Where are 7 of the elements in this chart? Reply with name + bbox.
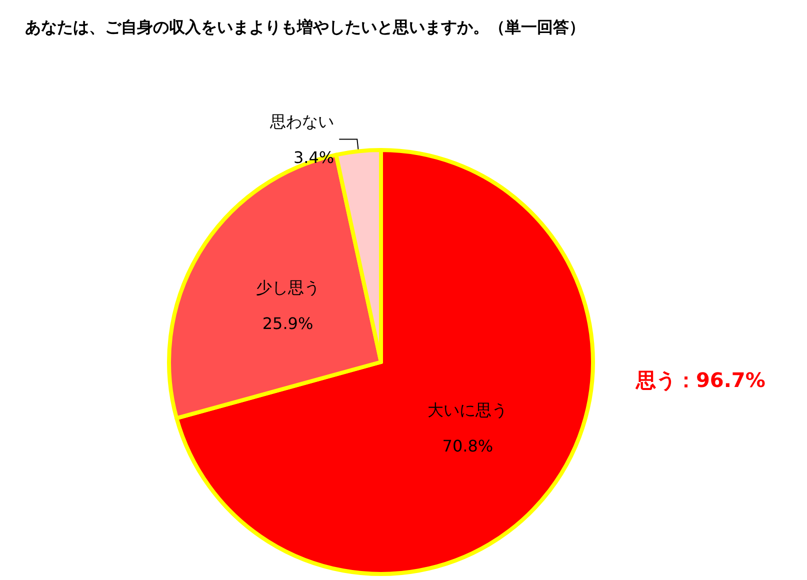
data-label: 70.8% [442, 436, 494, 456]
slice-label: 大いに思う [428, 400, 508, 420]
data-label: 25.9% [262, 314, 314, 334]
chart-title: あなたは、ご自身の収入をいまよりも増やしたいと思いますか。（単一回答） [25, 18, 585, 36]
slice-label: 思わない [269, 112, 334, 131]
slice-label: 少し思う [256, 278, 320, 298]
text: 思う：96.7% [635, 368, 766, 392]
